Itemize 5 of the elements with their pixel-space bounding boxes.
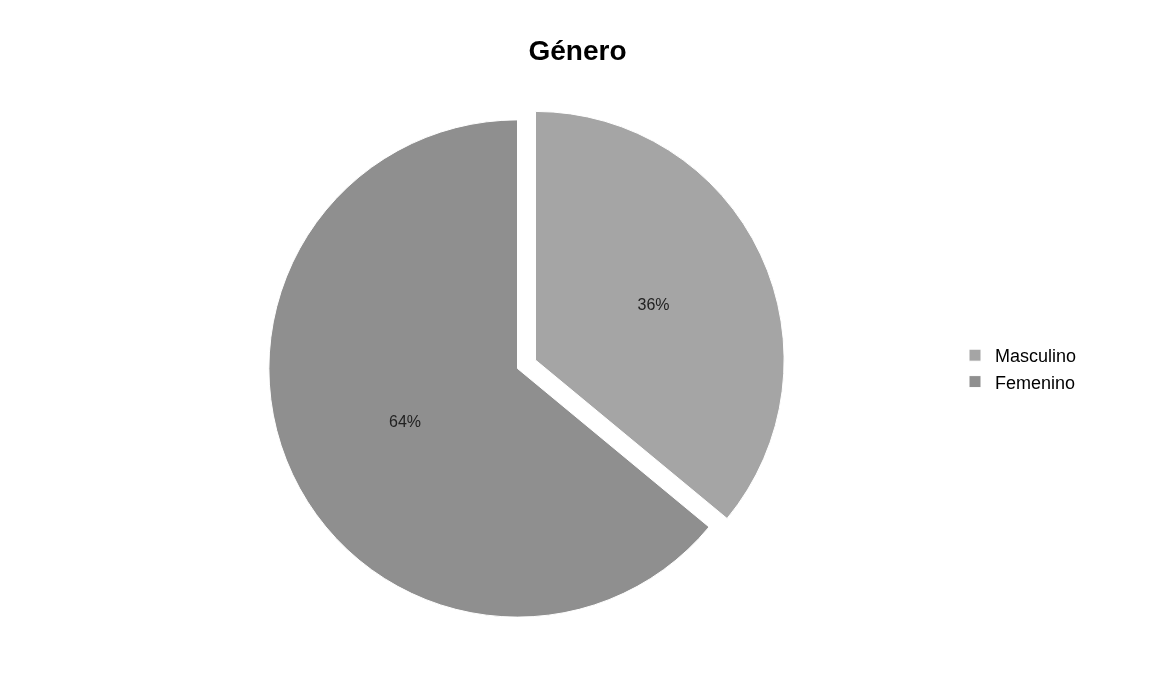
legend-label: Femenino: [995, 372, 1076, 393]
legend-label: Masculino: [995, 346, 1077, 367]
data-label: 64%: [389, 412, 422, 430]
data-label: 36%: [637, 295, 670, 313]
chart-title: Género: [528, 35, 627, 67]
